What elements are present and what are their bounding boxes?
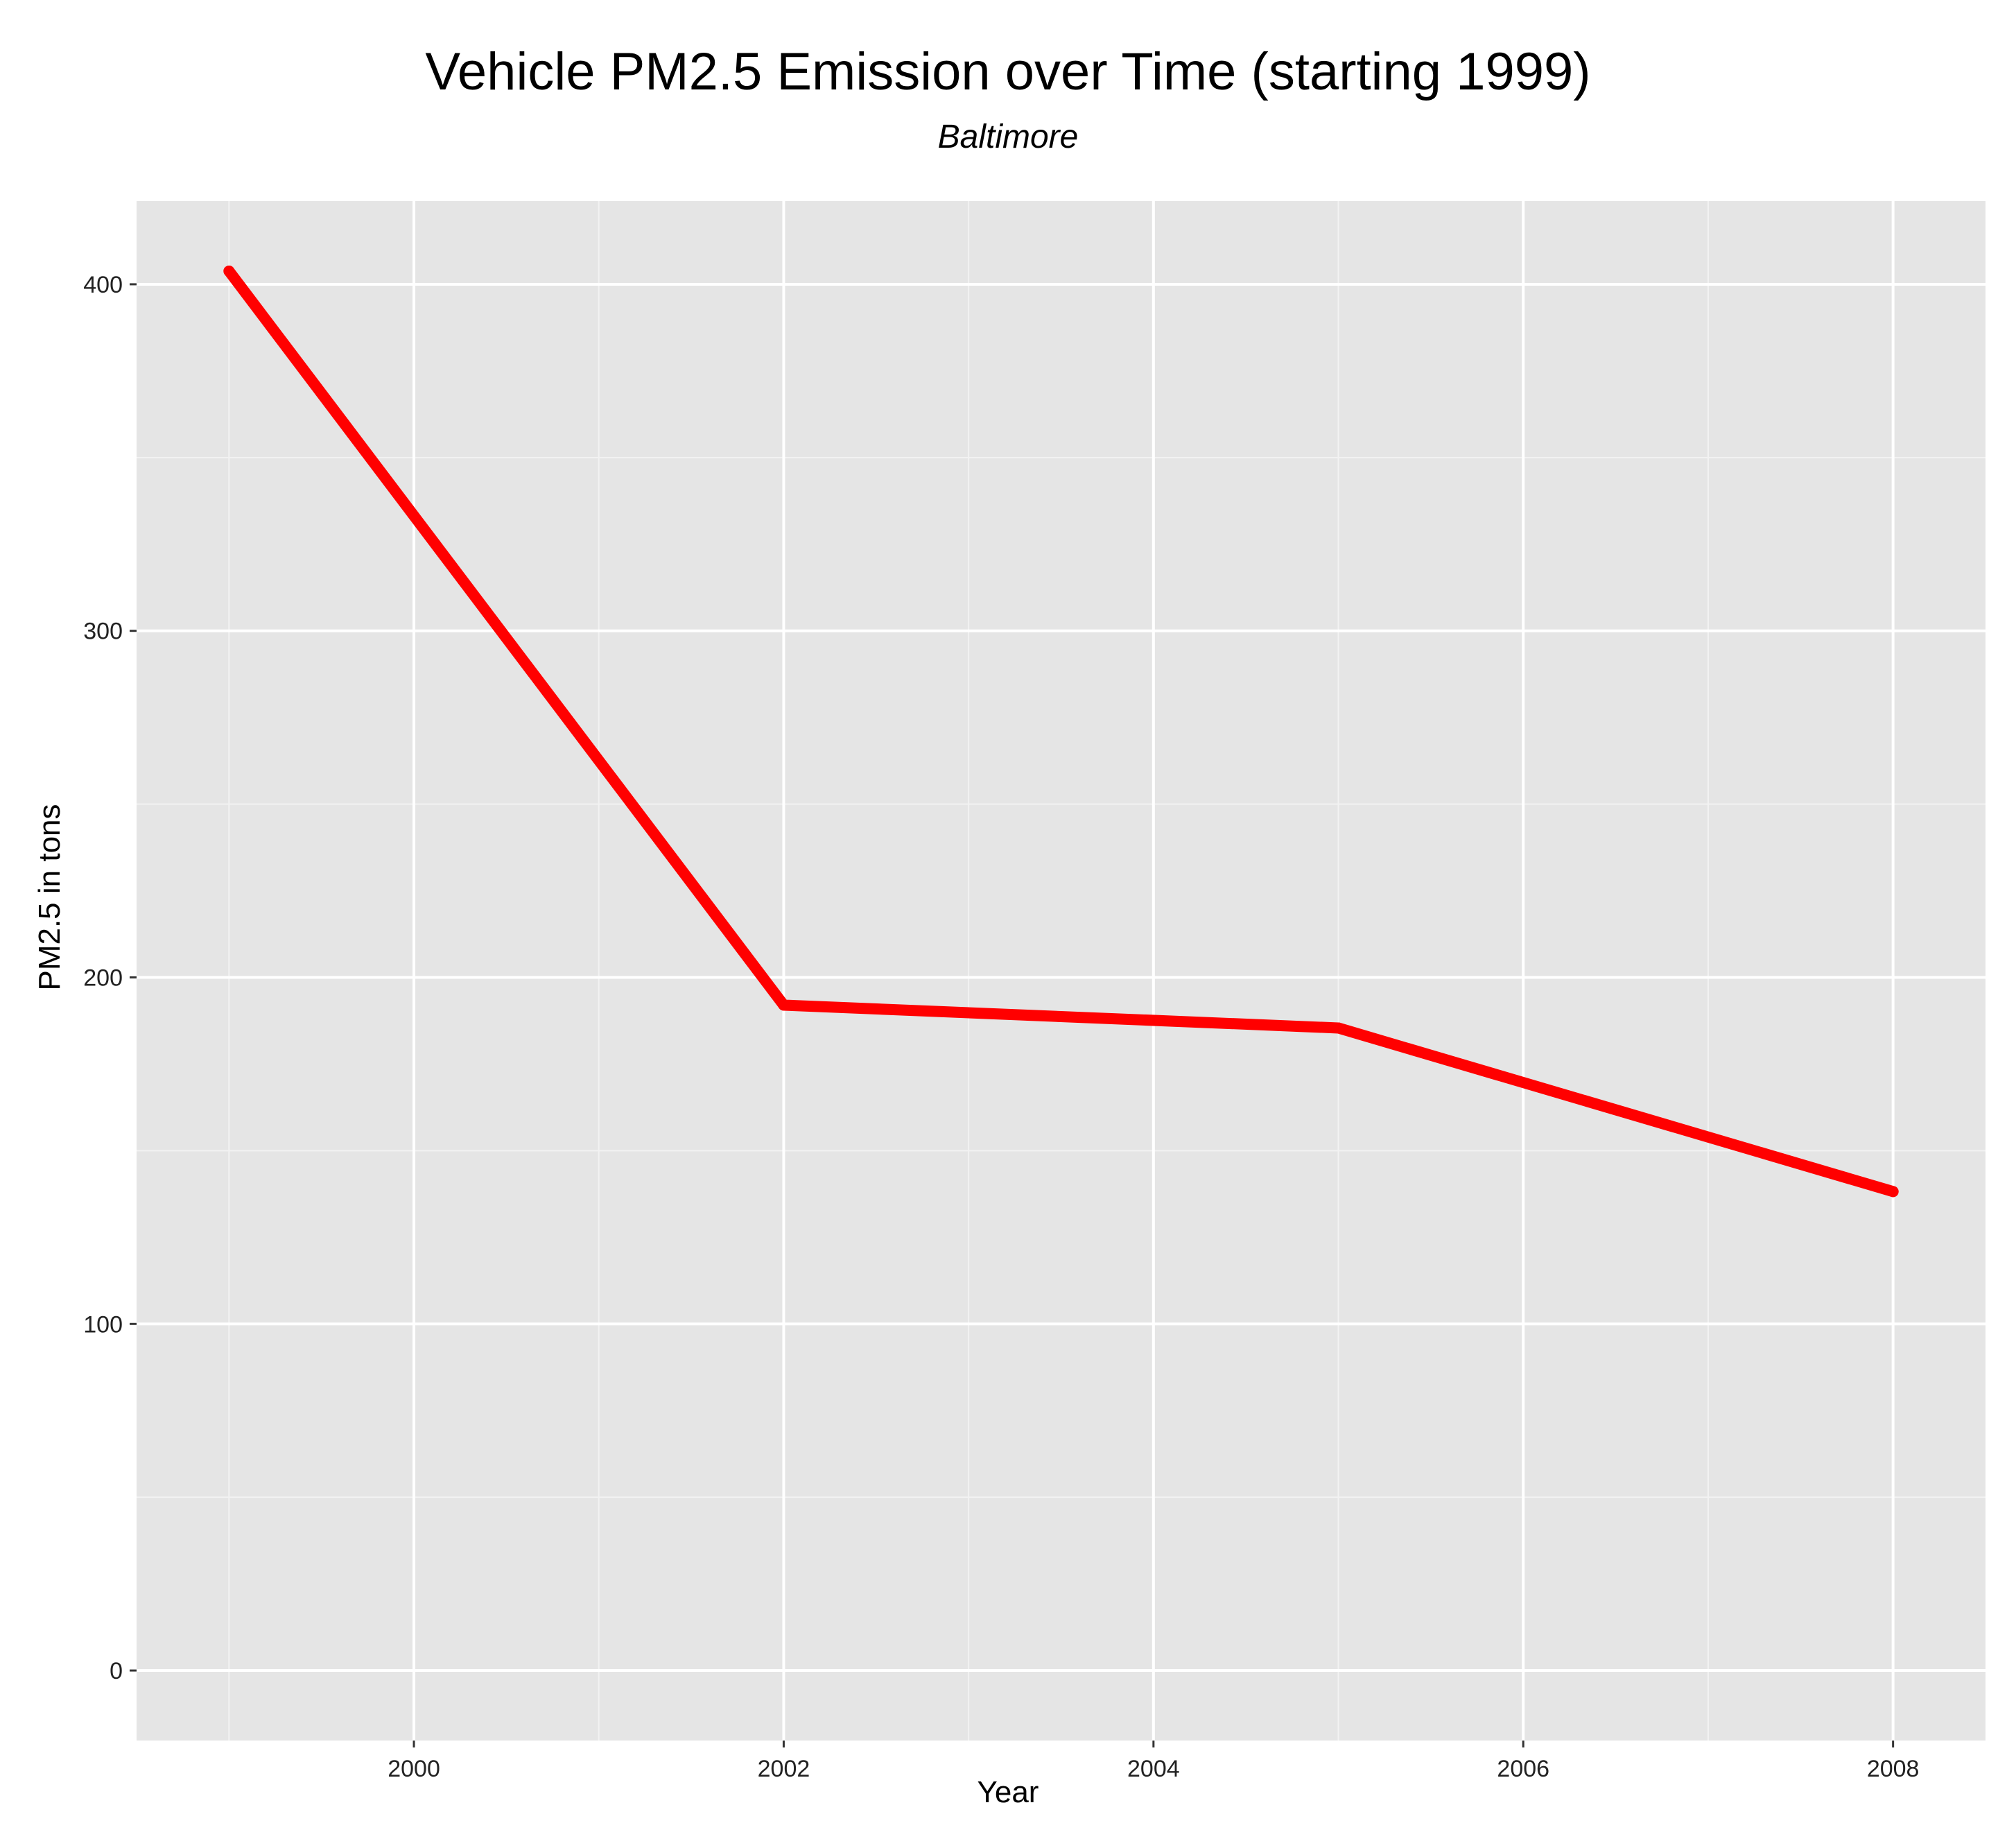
y-tick-label: 200 <box>83 965 123 991</box>
x-tick-label: 2000 <box>388 1756 440 1782</box>
y-tick-label: 400 <box>83 272 123 298</box>
chart-subtitle: Baltimore <box>937 119 1079 155</box>
series-layer <box>223 265 1899 1198</box>
x-tick-label: 2008 <box>1867 1756 1920 1782</box>
x-tick-label: 2006 <box>1497 1756 1549 1782</box>
data-point <box>1332 1022 1344 1034</box>
chart-title: Vehicle PM2.5 Emission over Time (starti… <box>425 42 1591 101</box>
series-line <box>223 265 1899 1198</box>
minor-gridlines <box>137 201 1985 1741</box>
axis-layer: 2000 2002 2004 2006 2008 0 100 200 300 400 <box>83 272 1919 1782</box>
data-point <box>1887 1186 1899 1198</box>
x-axis-label: Year <box>977 1775 1039 1809</box>
y-axis-label-text: PM2.5 in tons <box>33 804 67 991</box>
y-tick-label: 100 <box>83 1311 123 1338</box>
x-tick-label: 2004 <box>1127 1756 1180 1782</box>
y-tick-label: 300 <box>83 619 123 645</box>
major-gridlines <box>137 201 1985 1741</box>
y-tick-label: 0 <box>110 1658 123 1684</box>
data-point <box>223 265 235 277</box>
data-point <box>778 999 790 1011</box>
x-tick-label: 2002 <box>758 1756 810 1782</box>
